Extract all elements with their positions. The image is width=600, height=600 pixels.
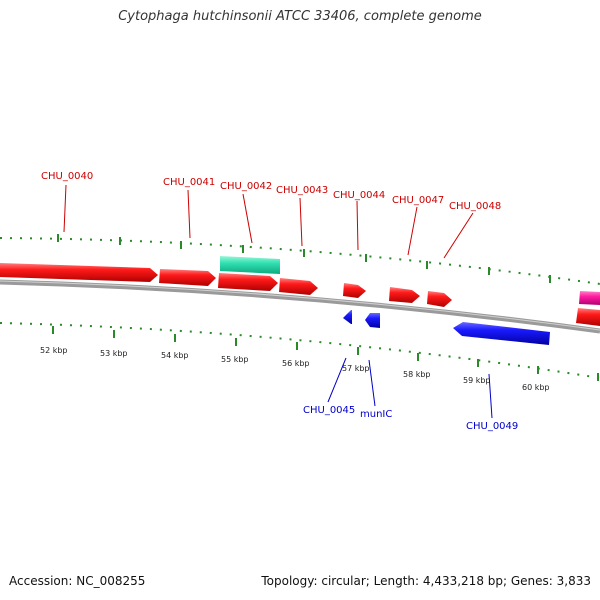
label-chu-0042: CHU_0042 <box>220 181 272 192</box>
label-chu-0041: CHU_0041 <box>163 177 215 188</box>
gene-munic[interactable] <box>365 313 380 328</box>
bottom-label-leaders <box>327 357 493 419</box>
scale-label-53: 53 kbp <box>100 349 128 358</box>
scale-label-54: 54 kbp <box>161 351 189 360</box>
gene-chu-0049[interactable] <box>453 322 550 345</box>
scale-label-55: 55 kbp <box>221 355 249 364</box>
lower-major-ticks <box>52 326 599 381</box>
genome-summary-text: Topology: circular; Length: 4,433,218 bp… <box>261 574 591 588</box>
bottom-labels: CHU_0045 munIC CHU_0049 <box>303 405 518 432</box>
accession-text: Accession: NC_008255 <box>9 574 146 588</box>
scale-label-56: 56 kbp <box>282 359 310 368</box>
gene-right-edge-pink[interactable] <box>579 291 600 305</box>
scale-label-60: 60 kbp <box>522 383 550 392</box>
top-labels: CHU_0040 CHU_0041 CHU_0042 CHU_0043 CHU_… <box>41 171 501 212</box>
upper-major-ticks <box>57 234 551 283</box>
gene-chu-0040[interactable] <box>0 263 158 282</box>
label-munic: munIC <box>360 409 392 420</box>
gene-chu-0048[interactable] <box>427 291 452 307</box>
scale-label-59: 59 kbp <box>463 376 491 385</box>
scale-label-58: 58 kbp <box>403 370 431 379</box>
label-chu-0048: CHU_0048 <box>449 201 501 212</box>
gene-right-edge-forward[interactable] <box>576 308 600 326</box>
gene-chu-0041[interactable] <box>159 269 216 286</box>
label-chu-0047: CHU_0047 <box>392 195 444 206</box>
label-chu-0045: CHU_0045 <box>303 405 355 416</box>
genome-title: Cytophaga hutchinsonii ATCC 33406, compl… <box>118 9 482 24</box>
label-chu-0049: CHU_0049 <box>466 421 518 432</box>
top-label-leaders <box>63 184 474 259</box>
scale-labels: 52 kbp 53 kbp 54 kbp 55 kbp 56 kbp 57 kb… <box>40 346 550 392</box>
gene-chu-0043[interactable] <box>279 278 318 295</box>
forward-genes <box>0 256 600 326</box>
genome-backbone <box>0 279 600 334</box>
reverse-genes <box>343 310 550 345</box>
label-chu-0044: CHU_0044 <box>333 190 385 201</box>
label-chu-0040: CHU_0040 <box>41 171 93 182</box>
label-chu-0043: CHU_0043 <box>276 185 328 196</box>
gene-rna-teal[interactable] <box>220 256 280 274</box>
scale-label-52: 52 kbp <box>40 346 68 355</box>
gene-chu-0044[interactable] <box>343 283 366 298</box>
genome-backbone-highlight <box>0 280 600 331</box>
lower-tick-track <box>0 322 600 379</box>
gene-chu-0047[interactable] <box>389 287 420 303</box>
gene-chu-0042[interactable] <box>218 273 278 291</box>
upper-tick-track <box>0 237 600 285</box>
gene-chu-0045[interactable] <box>343 310 352 324</box>
scale-label-57: 57 kbp <box>342 364 370 373</box>
